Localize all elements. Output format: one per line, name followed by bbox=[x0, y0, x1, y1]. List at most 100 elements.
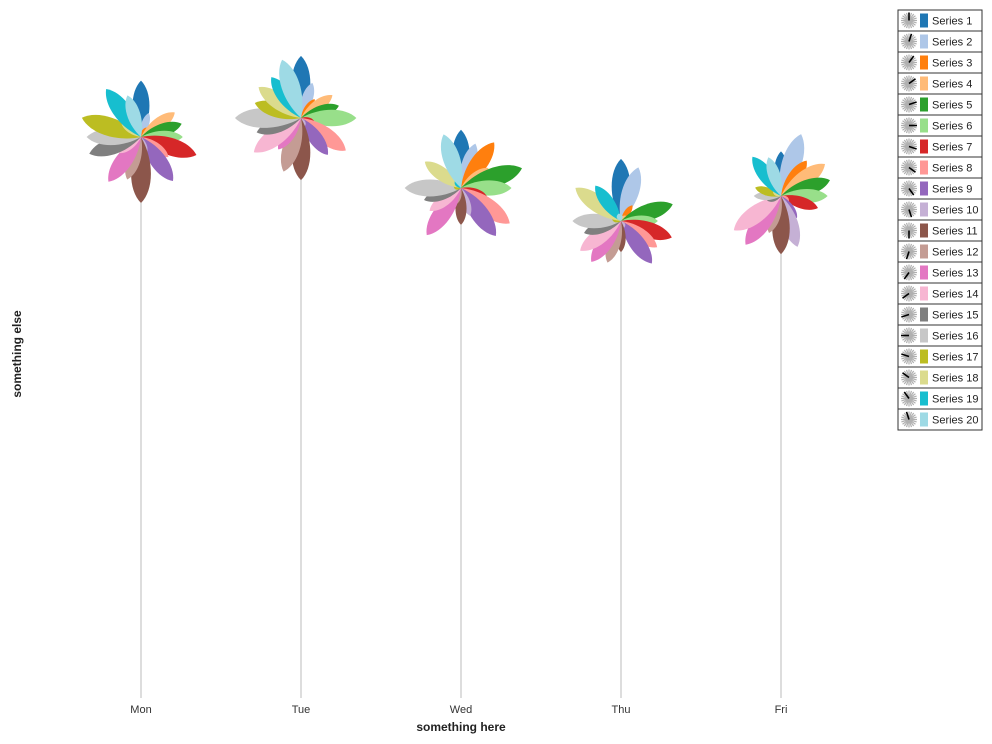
legend-label: Series 4 bbox=[932, 79, 972, 91]
petal bbox=[616, 213, 623, 221]
angle-dial-icon bbox=[901, 369, 917, 386]
legend-swatch bbox=[920, 181, 928, 196]
legend-swatch bbox=[920, 286, 928, 301]
flower-wed bbox=[404, 129, 522, 236]
flower-fri bbox=[733, 134, 830, 255]
petal bbox=[621, 221, 652, 264]
legend-label: Series 2 bbox=[932, 37, 972, 49]
legend-item: Series 7 bbox=[897, 135, 983, 158]
legend-swatch bbox=[920, 265, 928, 280]
legend-item: Series 10 bbox=[897, 198, 983, 221]
angle-dial-icon bbox=[901, 96, 917, 113]
legend-label: Series 18 bbox=[932, 373, 978, 385]
petal bbox=[440, 134, 463, 188]
angle-dial-icon bbox=[901, 285, 917, 302]
legend-item: Series 14 bbox=[897, 282, 983, 305]
legend-item: Series 5 bbox=[897, 93, 983, 116]
legend-label: Series 16 bbox=[932, 331, 978, 343]
legend-label: Series 13 bbox=[932, 268, 978, 280]
flower-mon bbox=[81, 80, 197, 204]
legend-label: Series 6 bbox=[932, 121, 972, 133]
legend-item: Series 20 bbox=[897, 408, 983, 431]
angle-dial-icon bbox=[901, 348, 917, 365]
legend-label: Series 12 bbox=[932, 247, 978, 259]
petal bbox=[461, 188, 497, 236]
legend-item: Series 3 bbox=[897, 51, 983, 74]
angle-dial-icon bbox=[901, 117, 917, 134]
legend-swatch bbox=[920, 118, 928, 133]
legend-item: Series 8 bbox=[897, 156, 983, 179]
petal bbox=[279, 59, 303, 118]
petal bbox=[781, 195, 818, 210]
legend-item: Series 11 bbox=[897, 219, 983, 242]
legend-item: Series 9 bbox=[897, 177, 983, 200]
legend-label: Series 19 bbox=[932, 394, 978, 406]
legend-swatch bbox=[920, 139, 928, 154]
x-tick-label: Tue bbox=[292, 704, 311, 716]
legend-swatch bbox=[920, 55, 928, 70]
angle-dial-icon bbox=[901, 201, 917, 218]
legend-swatch bbox=[920, 223, 928, 238]
legend-swatch bbox=[920, 160, 928, 175]
legend-label: Series 11 bbox=[932, 226, 978, 238]
flower-tue bbox=[234, 55, 357, 181]
legend-swatch bbox=[920, 13, 928, 28]
legend-item: Series 6 bbox=[897, 114, 983, 137]
legend-item: Series 19 bbox=[897, 387, 983, 410]
petal bbox=[125, 95, 142, 137]
angle-dial-icon bbox=[901, 180, 917, 197]
legend-label: Series 10 bbox=[932, 205, 978, 217]
angle-dial-icon bbox=[901, 243, 917, 260]
x-axis-title: something here bbox=[416, 720, 506, 734]
x-tick-labels: Mon Tue Wed Thu Fri bbox=[130, 704, 787, 716]
legend-label: Series 1 bbox=[932, 16, 972, 28]
petal bbox=[141, 135, 197, 158]
legend-label: Series 15 bbox=[932, 310, 978, 322]
legend-item: Series 16 bbox=[897, 324, 983, 347]
legend-item: Series 1 bbox=[897, 9, 983, 32]
legend-swatch bbox=[920, 34, 928, 49]
angle-dial-icon bbox=[901, 33, 917, 50]
petal bbox=[766, 157, 782, 196]
angle-dial-icon bbox=[901, 12, 917, 29]
legend-item: Series 4 bbox=[897, 72, 983, 95]
angle-dial-icon bbox=[901, 159, 917, 176]
y-axis-title: something else bbox=[10, 310, 24, 398]
legend-label: Series 8 bbox=[932, 163, 972, 175]
petal bbox=[301, 118, 328, 155]
angle-dial-icon bbox=[901, 138, 917, 155]
legend-label: Series 9 bbox=[932, 184, 972, 196]
angle-dial-icon bbox=[901, 222, 917, 239]
legend-swatch bbox=[920, 202, 928, 217]
legend-item: Series 18 bbox=[897, 366, 983, 389]
angle-dial-icon bbox=[901, 54, 917, 71]
angle-dial-icon bbox=[901, 390, 917, 407]
x-tick-label: Fri bbox=[775, 704, 788, 716]
legend-swatch bbox=[920, 97, 928, 112]
petal bbox=[733, 196, 781, 231]
legend-label: Series 7 bbox=[932, 142, 972, 154]
legend-swatch bbox=[920, 328, 928, 343]
flower-thu bbox=[572, 158, 673, 264]
angle-dial-icon bbox=[901, 75, 917, 92]
legend-item: Series 12 bbox=[897, 240, 983, 263]
x-tick-label: Wed bbox=[450, 704, 472, 716]
angle-dial-icon bbox=[901, 327, 917, 344]
angle-dial-icon bbox=[901, 411, 917, 428]
petal bbox=[595, 185, 621, 221]
legend-label: Series 20 bbox=[932, 415, 978, 427]
petal bbox=[141, 137, 174, 182]
legend-swatch bbox=[920, 307, 928, 322]
legend-item-border bbox=[897, 408, 983, 431]
angle-dial-icon bbox=[901, 264, 917, 281]
legend-item: Series 17 bbox=[897, 345, 983, 368]
x-tick-label: Thu bbox=[612, 704, 631, 716]
legend-item: Series 13 bbox=[897, 261, 983, 284]
legend-swatch bbox=[920, 370, 928, 385]
legend-swatch bbox=[920, 391, 928, 406]
petal bbox=[108, 137, 141, 182]
legend-label: Series 14 bbox=[932, 289, 978, 301]
legend-item: Series 2 bbox=[897, 30, 983, 53]
petal bbox=[424, 161, 461, 188]
legend-swatch bbox=[920, 412, 928, 427]
